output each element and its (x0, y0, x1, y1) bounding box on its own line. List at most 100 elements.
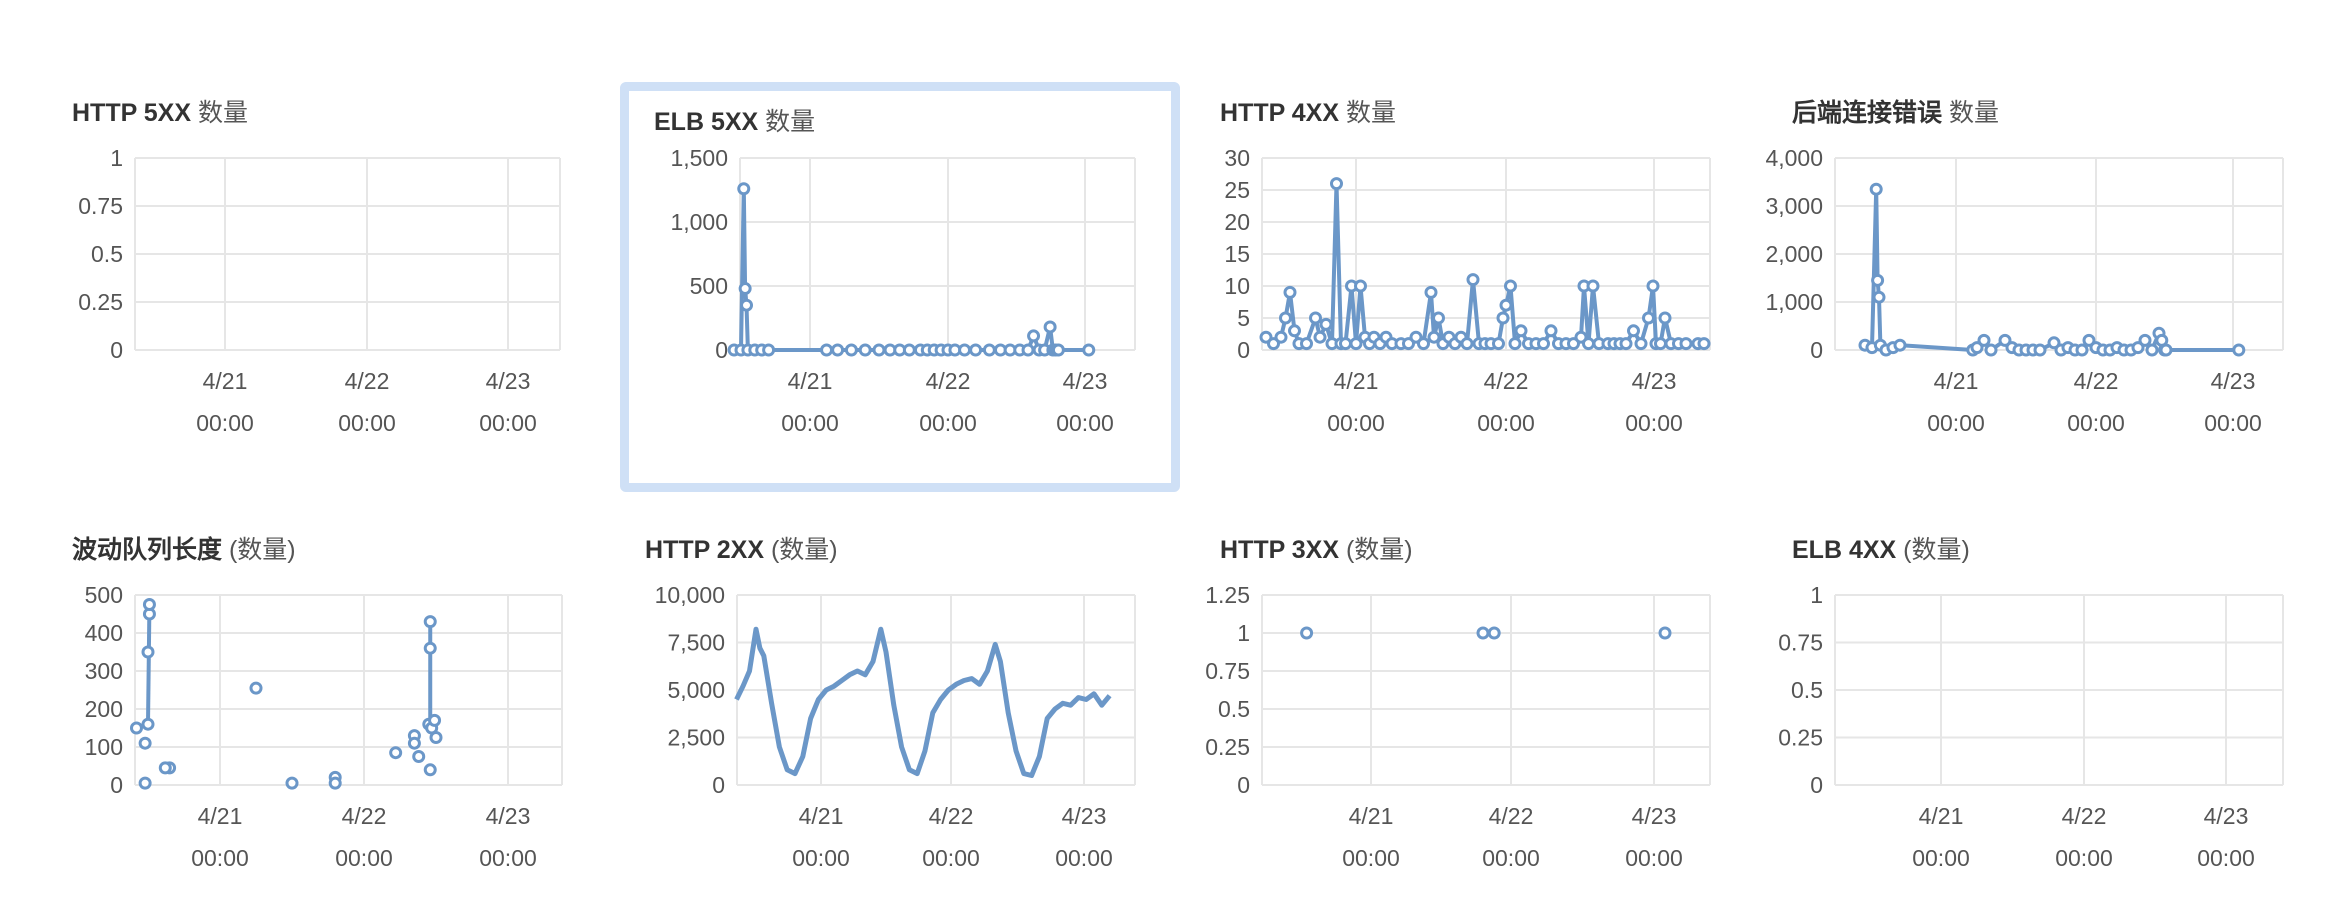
x-tick-time: 00:00 (1055, 845, 1113, 871)
chart-panel-elb-4xx[interactable]: ELB 4XX (数量) (1760, 477, 2320, 887)
y-tick-label: 0 (1237, 772, 1250, 798)
y-tick-label: 1,000 (1765, 289, 1823, 315)
data-point (740, 298, 754, 312)
data-point (1499, 298, 1513, 312)
y-tick-label: 30 (1224, 145, 1250, 171)
data-point (1977, 333, 1991, 347)
x-tick-date: 4/21 (198, 803, 243, 829)
x-tick-date: 4/21 (203, 368, 248, 394)
y-tick-label: 2,500 (667, 725, 725, 751)
chart-title: HTTP 5XX 数量 (72, 93, 248, 129)
data-point (1300, 337, 1313, 351)
chart-title-unit: 数量 (758, 108, 816, 136)
chart-title-metric: HTTP 4XX (1220, 99, 1340, 127)
x-tick-time: 00:00 (2197, 845, 2255, 871)
data-point (1460, 337, 1474, 351)
y-tick-label: 0 (1810, 337, 1823, 363)
data-point (2159, 343, 2173, 357)
chart-title: ELB 4XX (数量) (1792, 530, 1970, 566)
chart-title-metric: ELB 5XX (654, 108, 759, 136)
data-point (1427, 330, 1441, 344)
data-point (1319, 317, 1333, 331)
data-point (423, 641, 437, 655)
chart-title: HTTP 2XX (数量) (645, 530, 838, 566)
chart-title-metric: HTTP 2XX (645, 536, 765, 564)
y-tick-label: 0 (110, 772, 123, 798)
y-tick-label: 0.25 (1205, 734, 1250, 760)
y-tick-label: 500 (690, 273, 728, 299)
x-tick-date: 4/23 (1062, 803, 1107, 829)
chart-title: ELB 5XX 数量 (654, 102, 815, 138)
data-point (423, 615, 437, 629)
data-point (2131, 341, 2145, 355)
x-tick-time: 00:00 (1327, 410, 1385, 436)
x-tick-time: 00:00 (2204, 410, 2262, 436)
y-tick-label: 100 (85, 734, 123, 760)
y-tick-label: 10,000 (655, 582, 725, 608)
data-point (1349, 337, 1363, 351)
data-point (1274, 330, 1288, 344)
data-point (158, 761, 172, 775)
data-point (1697, 337, 1711, 351)
chart-title: HTTP 3XX (数量) (1220, 530, 1413, 566)
x-tick-date: 4/23 (486, 368, 531, 394)
data-point (1658, 626, 1672, 640)
x-tick-date: 4/23 (486, 803, 531, 829)
data-point (737, 182, 751, 196)
y-tick-label: 1,000 (670, 209, 728, 235)
x-tick-date: 4/22 (1484, 368, 1529, 394)
y-tick-label: 25 (1224, 177, 1250, 203)
chart-title-unit: (数量) (222, 536, 296, 564)
chart-title: 波动队列长度 (数量) (72, 530, 296, 566)
chart-panel-http-3xx[interactable]: HTTP 3XX (数量) (1190, 477, 1750, 887)
x-tick-date: 4/21 (788, 368, 833, 394)
data-point (328, 776, 342, 790)
data-point (1082, 343, 1096, 357)
chart-panel-surge-queue-length[interactable]: 波动队列长度 (数量) (0, 477, 560, 887)
x-tick-time: 00:00 (338, 410, 396, 436)
y-tick-label: 0.75 (1205, 658, 1250, 684)
chart-panel-http-4xx[interactable]: HTTP 4XX 数量 (1190, 40, 1750, 450)
x-tick-time: 00:00 (1482, 845, 1540, 871)
data-point (1984, 343, 1998, 357)
chart-panel-http-2xx[interactable]: HTTP 2XX (数量) (620, 477, 1180, 887)
data-point (1514, 324, 1528, 338)
x-tick-time: 00:00 (2055, 845, 2113, 871)
data-point (1309, 311, 1322, 325)
x-tick-time: 00:00 (1625, 410, 1683, 436)
x-tick-time: 00:00 (1477, 410, 1535, 436)
data-point (738, 282, 752, 296)
data-point (1537, 337, 1550, 351)
x-tick-date: 4/21 (799, 803, 844, 829)
y-tick-label: 3,000 (1765, 193, 1823, 219)
data-point (1872, 290, 1886, 304)
data-point (1646, 279, 1660, 293)
data-point (1432, 311, 1445, 325)
y-tick-label: 0 (1237, 337, 1250, 363)
data-point (1288, 324, 1301, 338)
x-tick-date: 4/23 (1632, 803, 1677, 829)
y-tick-label: 7,500 (667, 630, 725, 656)
y-tick-label: 5,000 (667, 677, 725, 703)
data-point (1487, 626, 1501, 640)
chart-panel-http-5xx[interactable]: HTTP 5XX 数量 (0, 40, 560, 450)
chart-title-metric: HTTP 3XX (1220, 536, 1340, 564)
data-point (2145, 343, 2159, 357)
chart-panel-backend-conn-errors[interactable]: 后端连接错误 数量 (1760, 40, 2320, 450)
y-tick-label: 0.25 (78, 289, 123, 315)
data-point (1496, 311, 1510, 325)
y-tick-label: 10 (1224, 273, 1250, 299)
series-line (734, 626, 1112, 778)
data-point (831, 343, 845, 357)
data-point (969, 343, 983, 357)
data-point (2232, 343, 2246, 357)
x-tick-time: 00:00 (479, 410, 537, 436)
chart-panel-elb-5xx[interactable]: ELB 5XX 数量 (620, 82, 1180, 492)
x-tick-date: 4/21 (1919, 803, 1964, 829)
data-point (1417, 337, 1430, 351)
x-tick-time: 00:00 (1912, 845, 1970, 871)
data-point (1466, 273, 1480, 287)
